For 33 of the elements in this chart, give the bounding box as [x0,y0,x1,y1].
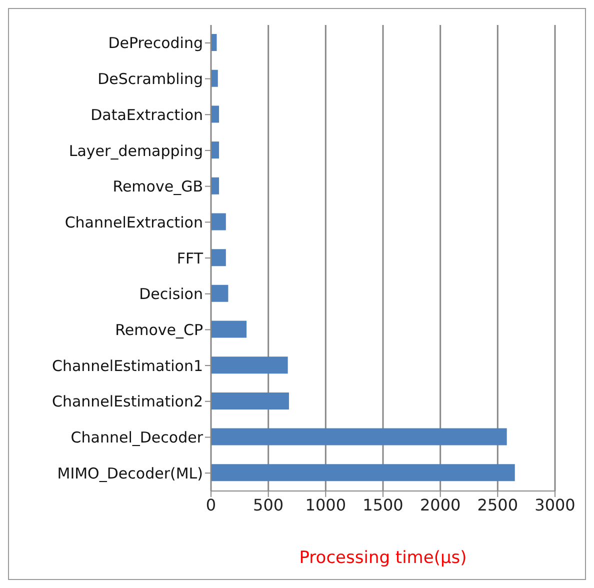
bar [211,428,507,446]
bar [211,70,218,87]
bar [211,284,228,302]
x-tick-label: 1000 [305,495,346,514]
y-tick-label: Decision [139,285,203,304]
bar [211,213,226,230]
y-tick-label: Remove_CP [115,321,203,340]
x-tick-label: 1500 [362,495,404,514]
y-tick-label: MIMO_Decoder(ML) [57,464,203,482]
x-tick-label: 500 [253,495,284,514]
bar [211,106,220,123]
y-tick-label: DePrecoding [108,34,203,52]
y-tick-label: Layer_demapping [68,142,203,160]
x-tick-label: 2000 [420,495,461,514]
y-tick-label: ChannelEstimation2 [52,392,203,411]
bar [211,464,515,482]
y-tick-label: Remove_GB [112,178,203,196]
x-tick-label: 2500 [477,495,518,514]
bar [211,320,247,338]
y-tick-label: DeScrambling [98,70,203,88]
y-tick-label: DataExtraction [90,106,203,124]
bar [211,392,289,410]
y-tick-label: Channel_Decoder [70,428,204,447]
x-tick-label: 0 [206,495,216,514]
bar [211,142,220,159]
y-tick-label: ChannelEstimation1 [52,356,203,375]
y-tick-label: FFT [176,249,204,268]
x-tick-label: 3000 [534,495,576,514]
bar [211,177,220,194]
y-tick-label: ChannelExtraction [64,213,203,232]
x-axis-title: Processing time(μs) [299,548,467,568]
bar [211,356,288,374]
bar [211,249,226,266]
